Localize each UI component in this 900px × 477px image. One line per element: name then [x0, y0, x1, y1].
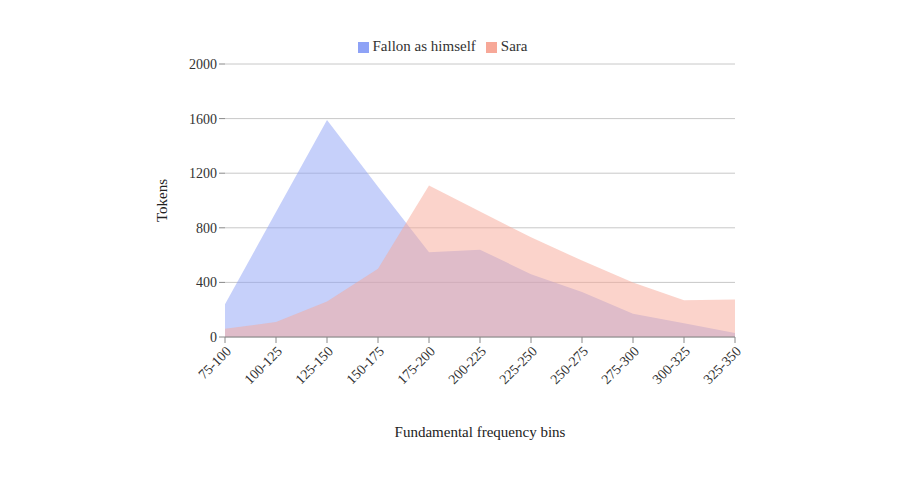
html-text:Sara: Sara [500, 38, 528, 54]
svg-text:200-225: 200-225 [446, 344, 490, 388]
svg-text:1200: 1200 [189, 166, 217, 181]
html-text:Fallon as himself: Fallon as himself [372, 38, 476, 54]
svg-text:1600: 1600 [189, 112, 217, 127]
svg-text:75-100: 75-100 [195, 344, 234, 383]
svg-text:300-325: 300-325 [650, 344, 694, 388]
svg-text:275-300: 275-300 [599, 344, 643, 388]
svg-text:Tokens: Tokens [154, 179, 170, 222]
svg-text:800: 800 [196, 221, 217, 236]
svg-text:250-275: 250-275 [548, 344, 592, 388]
svg-text:125-150: 125-150 [293, 344, 337, 388]
svg-text:Fundamental frequency bins: Fundamental frequency bins [395, 424, 566, 440]
svg-text:325-350: 325-350 [701, 344, 745, 388]
svg-text:400: 400 [196, 275, 217, 290]
svg-text:2000: 2000 [189, 57, 217, 72]
svg-text:100-125: 100-125 [242, 344, 286, 388]
svg-text:150-175: 150-175 [344, 344, 388, 388]
svg-text:175-200: 175-200 [395, 344, 439, 388]
svg-text:225-250: 225-250 [497, 344, 541, 388]
svg-text:0: 0 [210, 330, 217, 345]
